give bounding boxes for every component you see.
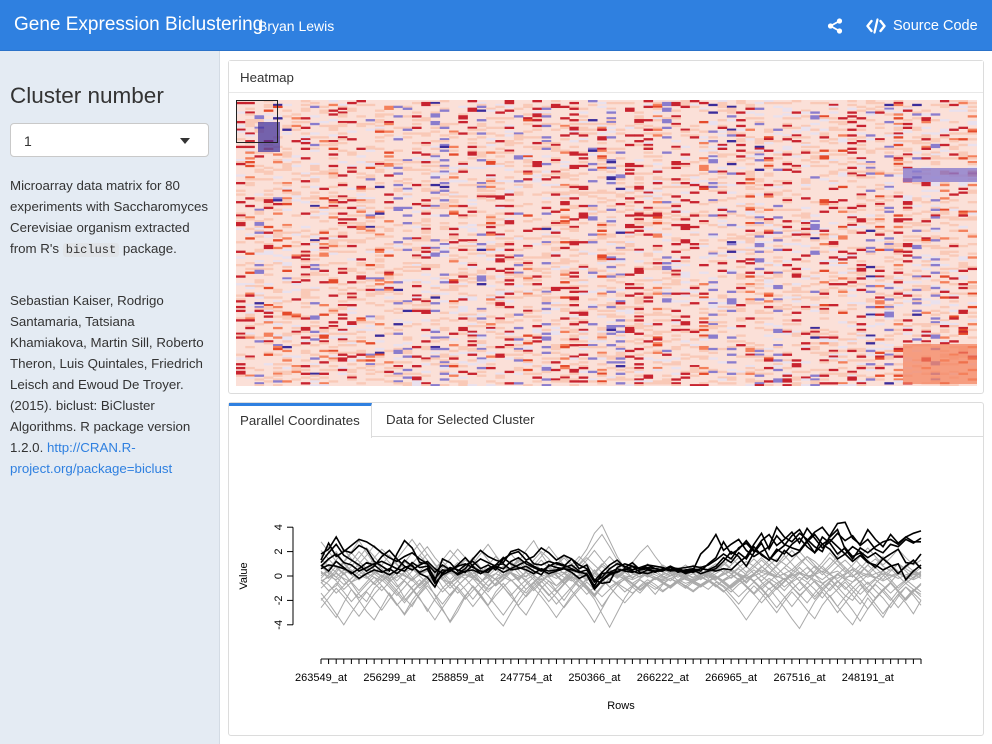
tab-bar: Parallel Coordinates Data for Selected C…: [229, 403, 983, 438]
share-icon: [827, 18, 843, 34]
author-name: Bryan Lewis: [258, 18, 335, 34]
plot-tabs-panel: Parallel Coordinates Data for Selected C…: [228, 402, 984, 736]
y-axis-label: Value: [238, 562, 250, 589]
cluster-series-line: [320, 521, 921, 583]
y-tick-label: 2: [273, 549, 285, 555]
x-tick-label: 258859_at: [432, 672, 484, 684]
x-tick-label: 266965_at: [705, 672, 757, 684]
tab-parallel-coordinates[interactable]: Parallel Coordinates: [229, 403, 372, 438]
package-name-code: biclust: [62, 243, 120, 257]
x-tick-label: 248191_at: [842, 672, 894, 684]
code-icon: [866, 18, 886, 34]
x-tick-label: 266222_at: [637, 672, 689, 684]
heatmap-image[interactable]: [236, 100, 977, 386]
x-tick-label: 263549_at: [295, 672, 347, 684]
x-tick-label: 250366_at: [568, 672, 620, 684]
cran-link[interactable]: http://CRAN.R-project.org/package=biclus…: [10, 440, 173, 476]
source-code-button[interactable]: Source Code: [866, 13, 978, 39]
y-tick-label: -4: [273, 620, 285, 630]
y-tick-label: -2: [273, 596, 285, 606]
x-tick-label: 247754_at: [500, 672, 552, 684]
background-series-line: [320, 576, 922, 616]
background-series-line: [320, 539, 922, 587]
app-title: Gene Expression Biclustering: [14, 14, 264, 35]
share-button[interactable]: [822, 13, 848, 39]
background-series-line: [320, 541, 922, 587]
heatmap-panel-title: Heatmap: [240, 70, 294, 85]
background-series-line: [320, 576, 922, 630]
description-text: Microarray data matrix for 80 experiment…: [10, 178, 209, 256]
x-axis-label: Rows: [607, 700, 635, 712]
parallel-coordinates-chart: -4 -2 0 2 4 Value 263549_at 256299_at 258859_at 2…: [238, 521, 922, 712]
sidebar: Cluster number 1 Microarray data matrix …: [0, 51, 220, 744]
x-tick-label: 267516_at: [774, 672, 826, 684]
y-tick-label: 0: [273, 573, 285, 579]
heatmap-panel-header: Heatmap: [229, 61, 983, 93]
background-series-line: [320, 554, 922, 624]
background-series-line: [320, 538, 922, 592]
x-tick-label: 256299_at: [363, 672, 415, 684]
description-text-end: package.: [122, 241, 177, 256]
citation-text: Sebastian Kaiser, Rodrigo Santamaria, Ta…: [10, 293, 204, 455]
source-code-label: Source Code: [893, 18, 978, 34]
cluster-series-line: [320, 535, 922, 591]
caret-down-icon: [180, 138, 190, 144]
citation: Sebastian Kaiser, Rodrigo Santamaria, Ta…: [10, 290, 210, 479]
dataset-description: Microarray data matrix for 80 experiment…: [10, 175, 210, 261]
sidebar-title: Cluster number: [10, 83, 164, 108]
background-series-line: [320, 569, 922, 626]
y-tick-label: 4: [273, 524, 285, 530]
cluster-number-value: 1: [24, 133, 32, 149]
heatmap-panel: Heatmap: [228, 60, 984, 394]
cluster-series-line: [320, 526, 922, 584]
tab-data-selected-cluster[interactable]: Data for Selected Cluster: [386, 412, 535, 427]
cluster-number-select[interactable]: 1: [10, 123, 209, 157]
top-navbar: Gene Expression Biclustering Bryan Lewis…: [0, 0, 992, 51]
